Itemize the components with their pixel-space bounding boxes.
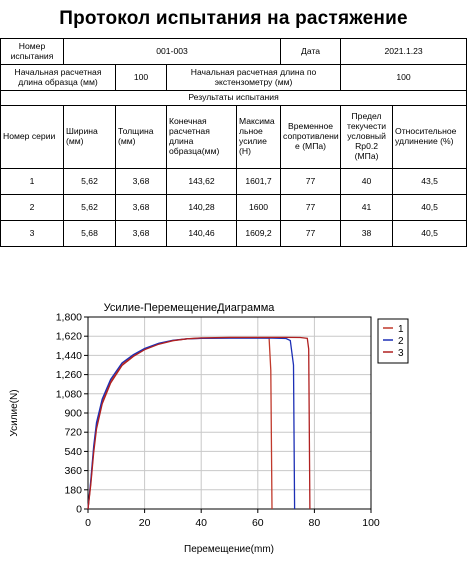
gauge-length-label: Начальная расчетная длина образца (мм) <box>0 64 116 91</box>
cell-max-force: 1600 <box>235 194 282 221</box>
legend-entries: 123 <box>383 324 404 359</box>
col-header-thickness: Толщина (мм) <box>115 105 167 169</box>
legend-box <box>377 318 409 364</box>
col-header-width: Ширина (мм) <box>63 105 116 169</box>
table-row: 1 5,62 3,68 143,62 1601,7 77 40 43,5 <box>0 168 467 195</box>
extensometer-length-value: 100 <box>340 64 467 91</box>
cell-thickness: 3,68 <box>115 220 167 247</box>
x-tick-label: 0 <box>85 517 91 529</box>
chart-grid <box>88 317 371 509</box>
legend-label: 2 <box>398 336 404 347</box>
x-tick-label: 20 <box>139 517 151 529</box>
chart-title: Усилие-ПеремещениеДиаграмма <box>104 302 276 314</box>
column-header-row: Номер серии Ширина (мм) Толщина (мм) Кон… <box>0 105 467 169</box>
y-axis-label: Усилие(N) <box>9 389 20 436</box>
cell-max-force: 1601,7 <box>235 168 282 195</box>
y-tick-label: 1,800 <box>56 312 82 324</box>
table-row: 2 5,62 3,68 140,28 1600 77 41 40,5 <box>0 194 467 221</box>
cell-tensile-strength: 77 <box>280 220 342 247</box>
y-tick-label: 360 <box>64 465 82 477</box>
col-header-series: Номер серии <box>0 105 64 169</box>
x-tick-label: 40 <box>195 517 207 529</box>
gauge-length-value: 100 <box>115 64 167 91</box>
series-no-label: Номер испытания <box>0 38 64 65</box>
cell-series: 3 <box>0 220 64 247</box>
cell-elongation: 43,5 <box>392 168 467 195</box>
results-caption-row: Результаты испытания <box>0 90 467 106</box>
chart-series <box>87 336 311 510</box>
report-title: Протокол испытания на растяжение <box>59 8 408 29</box>
header-row-1: Номер испытания 001-003 Дата 2021.1.23 <box>0 38 467 65</box>
extensometer-length-label: Начальная расчетная длина по экстензомет… <box>165 64 342 91</box>
x-axis-ticks: 0 20 40 60 80 100 <box>85 509 380 529</box>
legend-label: 1 <box>398 324 404 335</box>
cell-yield-strength: 41 <box>340 194 394 221</box>
x-axis-label: Перемещение(mm) <box>184 544 274 555</box>
col-header-final-length: Конечная расчетная длина образца(мм) <box>166 105 237 169</box>
x-tick-label: 60 <box>252 517 264 529</box>
cell-yield-strength: 40 <box>340 168 394 195</box>
y-tick-label: 1,080 <box>56 388 82 400</box>
col-header-elongation: Относительное удлинение (%) <box>392 105 467 169</box>
legend-label: 3 <box>398 348 404 359</box>
chart-legend: 123 <box>377 318 409 364</box>
cell-width: 5,62 <box>63 168 116 195</box>
cell-final-length: 143,62 <box>166 168 237 195</box>
cell-series: 2 <box>0 194 64 221</box>
col-header-yield-strength: Предел текучести условный Rp0.2 (МПа) <box>340 105 394 169</box>
cell-elongation: 40,5 <box>392 220 467 247</box>
y-tick-label: 720 <box>64 427 82 439</box>
cell-yield-strength: 38 <box>340 220 394 247</box>
force-displacement-chart: Усилие-ПеремещениеДиаграмма 018036054072… <box>9 302 409 555</box>
date-value: 2021.1.23 <box>340 38 467 65</box>
y-tick-label: 1,260 <box>56 369 82 381</box>
cell-tensile-strength: 77 <box>280 168 342 195</box>
col-header-max-force: Максима льное усилие (Н) <box>235 105 282 169</box>
cell-final-length: 140,28 <box>166 194 237 221</box>
x-tick-label: 100 <box>362 517 380 529</box>
results-caption: Результаты испытания <box>0 90 467 106</box>
series-line-3 <box>87 336 311 510</box>
results-table: Номер испытания 001-003 Дата 2021.1.23 Н… <box>0 38 467 247</box>
cell-final-length: 140,46 <box>166 220 237 247</box>
y-axis-ticks: 0 180 360 540 720 900 1,080 1,260 1,440 1,620 1,80… <box>56 312 88 516</box>
y-tick-label: 180 <box>64 484 82 496</box>
header-row-2: Начальная расчетная длина образца (мм) 1… <box>0 64 467 91</box>
y-tick-label: 900 <box>64 408 82 420</box>
cell-series: 1 <box>0 168 64 195</box>
col-header-tensile-strength: Временное сопротивлени е (МПа) <box>280 105 342 169</box>
cell-tensile-strength: 77 <box>280 194 342 221</box>
cell-elongation: 40,5 <box>392 194 467 221</box>
y-tick-label: 1,620 <box>56 331 82 343</box>
cell-width: 5,68 <box>63 220 116 247</box>
series-line-2 <box>87 337 296 510</box>
series-no-value: 001-003 <box>62 38 282 65</box>
y-tick-label: 540 <box>64 446 82 458</box>
series-line-1 <box>87 337 273 510</box>
y-tick-label: 0 <box>76 504 82 516</box>
cell-max-force: 1609,2 <box>235 220 282 247</box>
cell-thickness: 3,68 <box>115 194 167 221</box>
table-row: 3 5,68 3,68 140,46 1609,2 77 38 40,5 <box>0 220 467 247</box>
date-label: Дата <box>280 38 342 65</box>
x-tick-label: 80 <box>309 517 321 529</box>
cell-width: 5,62 <box>63 194 116 221</box>
cell-thickness: 3,68 <box>115 168 167 195</box>
y-tick-label: 1,440 <box>56 350 82 362</box>
